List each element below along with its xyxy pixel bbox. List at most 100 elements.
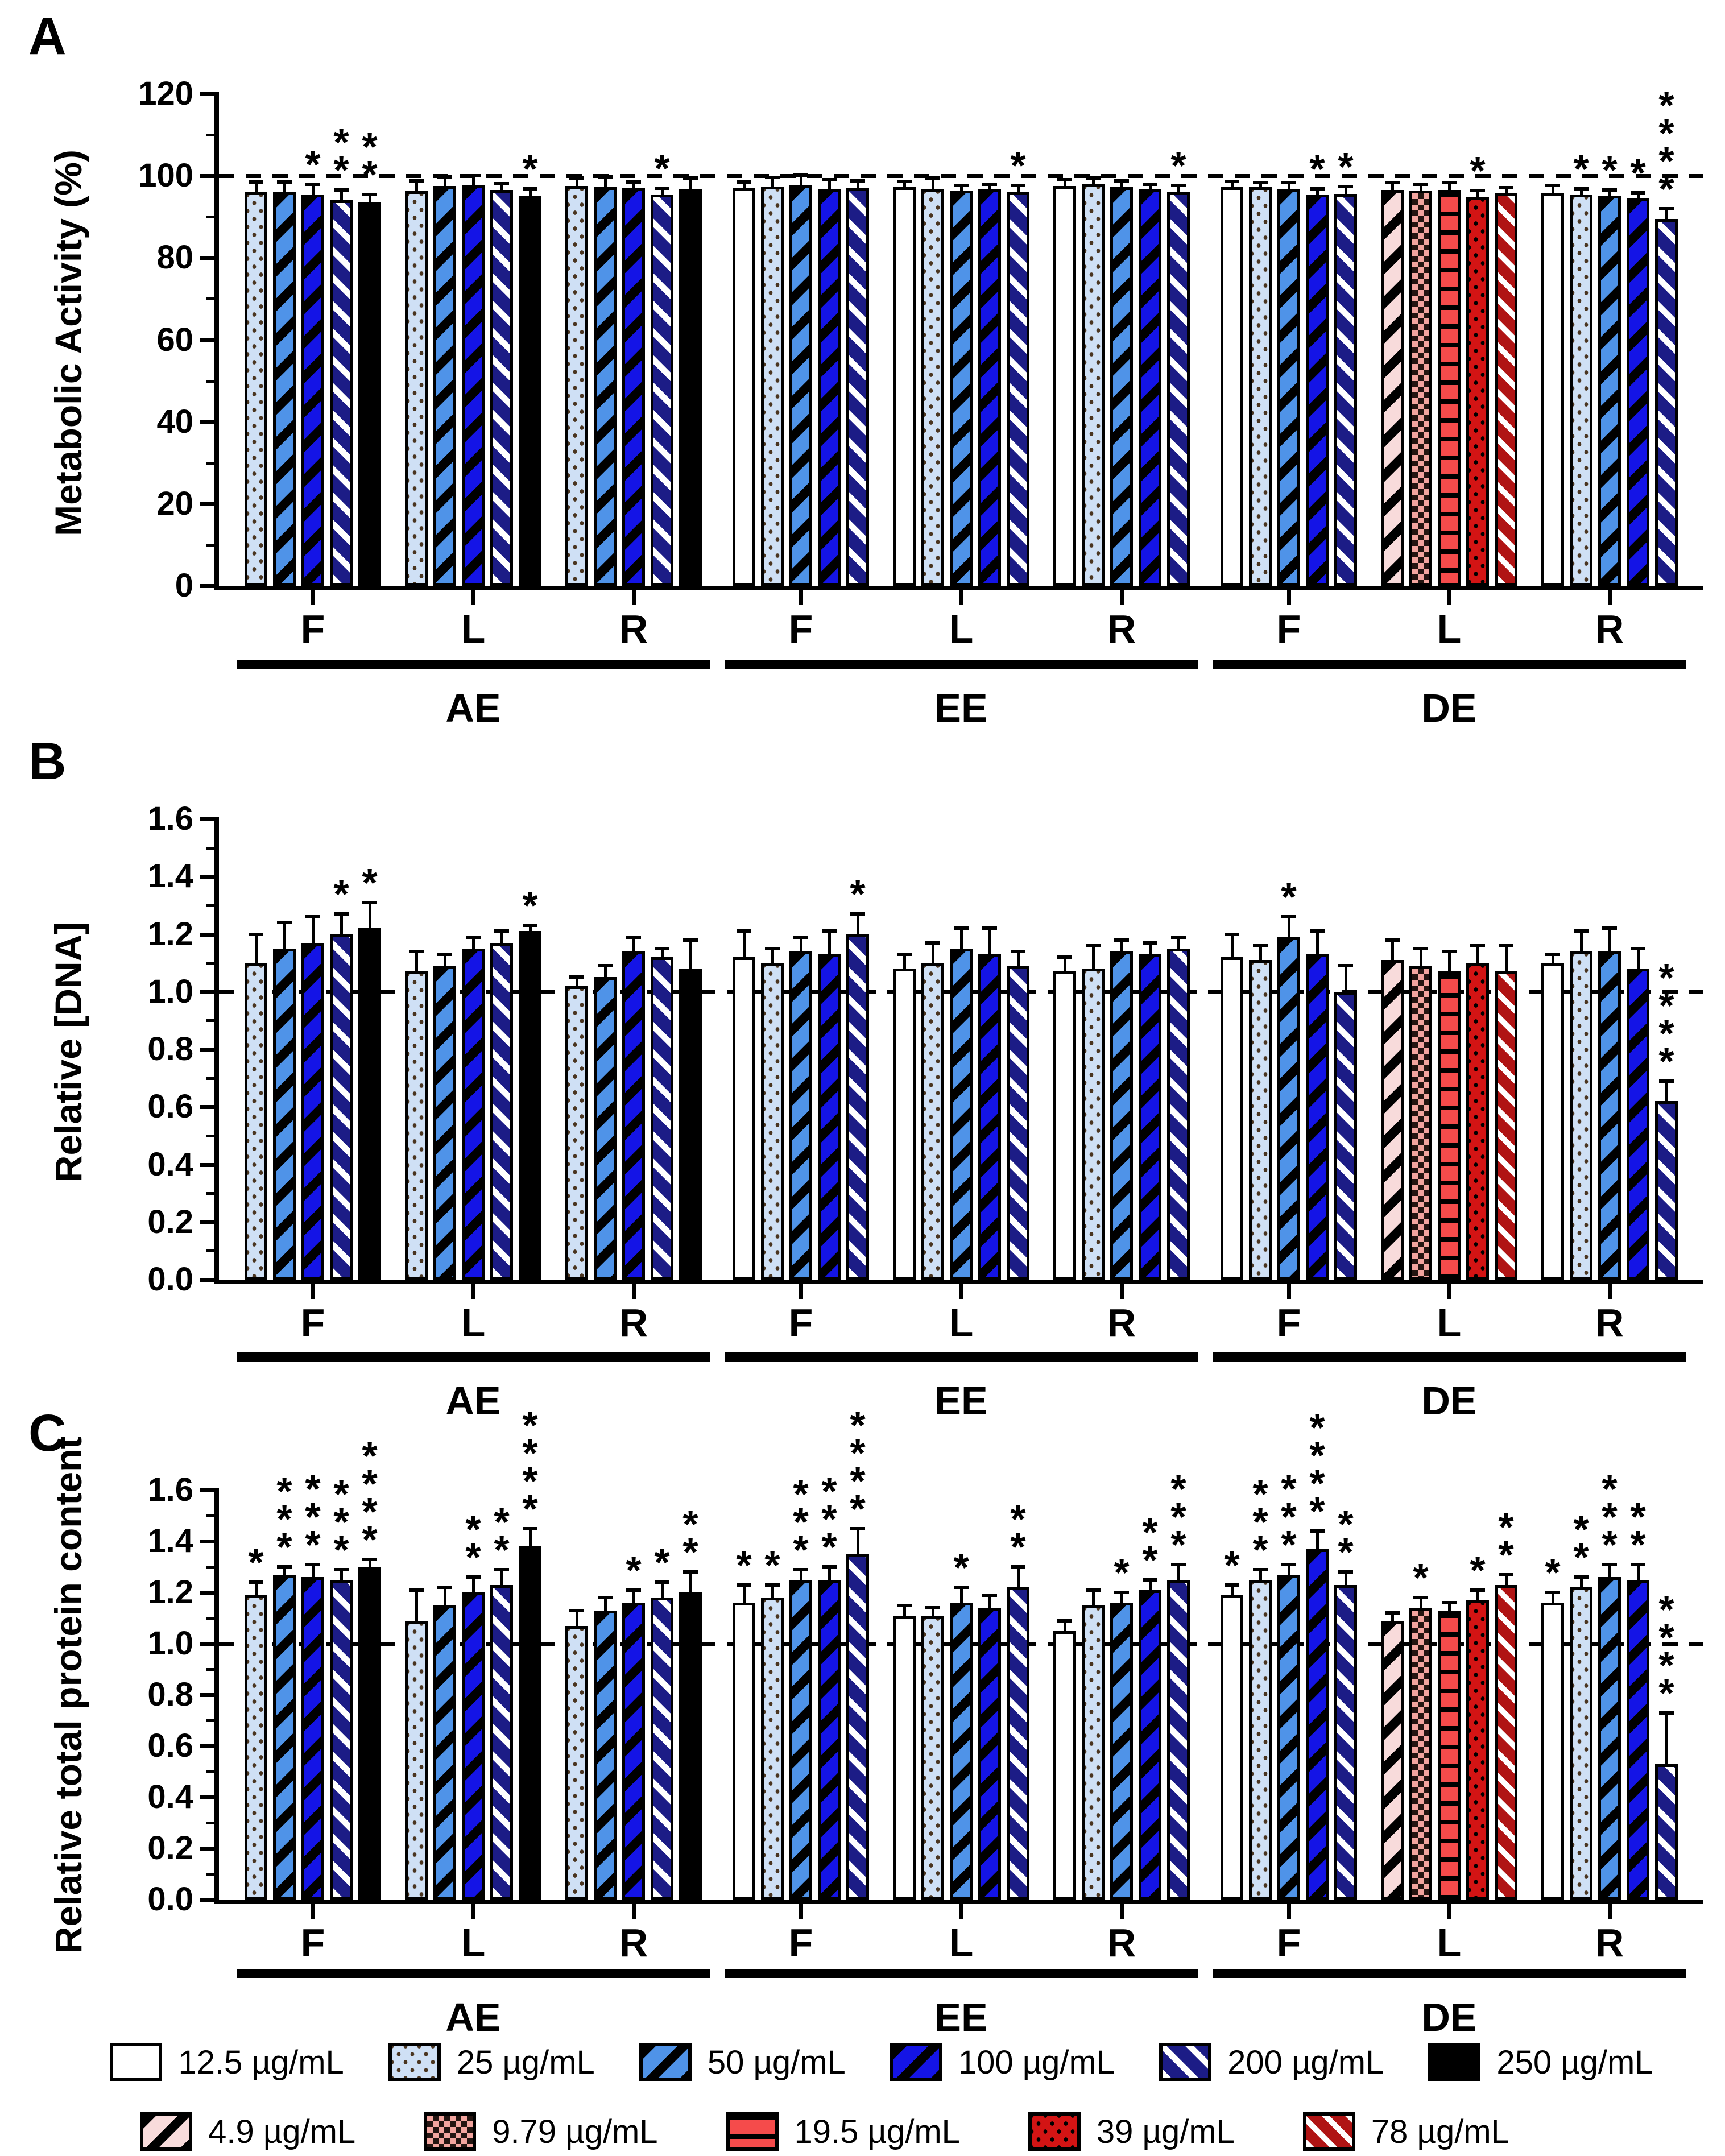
bar-B-AE-R-100	[622, 951, 645, 1280]
bar-A-AE-L-200	[490, 189, 513, 586]
bar-B-AE-F-100	[301, 942, 324, 1280]
bar-A-EE-F-100	[818, 189, 841, 586]
group-underline	[725, 1352, 1198, 1362]
bar-C-AE-L-100	[462, 1592, 485, 1900]
error-bar	[1551, 1592, 1554, 1604]
error-bar	[1665, 208, 1668, 221]
sig-stars: * * *	[809, 1471, 849, 1569]
error-bar-cap	[1011, 1565, 1025, 1569]
x-subgroup-tick	[959, 1284, 963, 1299]
bar-B-EE-L-50	[950, 948, 973, 1280]
bar-C-EE-L-100	[978, 1608, 1001, 1900]
x-subgroup-tick	[471, 590, 475, 605]
star-icon: *	[362, 152, 378, 197]
legend-swatch-icon	[1302, 2112, 1355, 2151]
error-bar	[340, 1569, 343, 1582]
error-bar-cap	[598, 964, 613, 968]
bar-B-EE-F-200	[846, 934, 869, 1280]
x-subgroup-tick	[311, 590, 315, 605]
x-subgroup-tick	[631, 1904, 636, 1919]
bar-A-AE-L-25	[405, 191, 428, 586]
error-bar-cap	[1545, 1591, 1560, 1594]
error-bar	[1259, 945, 1262, 962]
error-bar	[632, 937, 635, 953]
error-bar	[828, 931, 831, 956]
error-bar	[1259, 1569, 1262, 1582]
error-bar	[603, 966, 607, 979]
error-bar	[1148, 1579, 1152, 1592]
error-bar	[1287, 917, 1290, 939]
bar-B-AE-L-50	[433, 966, 456, 1280]
bar-C-DE-L-78	[1495, 1584, 1517, 1900]
sig-stars: * *	[482, 1502, 522, 1570]
bar-A-AE-R-100	[622, 188, 645, 586]
error-bar-cap	[249, 932, 263, 936]
sig-stars: *	[1533, 1553, 1573, 1592]
error-bar-cap	[1310, 187, 1325, 191]
error-bar	[1091, 178, 1095, 187]
error-bar-cap	[1310, 1529, 1325, 1533]
bar-C-DE-F-12.5	[1221, 1595, 1243, 1900]
sig-stars: *	[1561, 149, 1601, 189]
group-label: DE	[1421, 1379, 1477, 1423]
error-bar-cap	[1602, 188, 1617, 192]
error-bar-cap	[409, 1588, 424, 1592]
y-tick-label: 80	[156, 239, 193, 276]
star-icon: *	[1630, 151, 1646, 196]
star-icon: *	[1573, 1507, 1589, 1551]
y-tick-label: 120	[138, 75, 193, 112]
bar-B-AE-L-100	[462, 948, 485, 1280]
y-tick-major	[200, 256, 214, 260]
legend-item-4.9: 4.9 µg/mL	[140, 2112, 355, 2151]
error-bar-cap	[1545, 183, 1560, 187]
error-bar	[471, 176, 475, 187]
error-bar-cap	[1602, 1562, 1617, 1566]
x-subgroup-tick	[1286, 1904, 1291, 1919]
error-bar	[283, 181, 286, 194]
legend-swatch-icon	[388, 2043, 441, 2081]
x-subgroup-tick	[1286, 590, 1291, 605]
x-subgroup-tick	[1119, 1284, 1124, 1299]
star-icon: *	[1338, 1502, 1354, 1546]
star-icon: *	[850, 1402, 866, 1447]
y-tick-label: 1.2	[147, 1574, 193, 1611]
bar-A-EE-R-50	[1110, 187, 1133, 586]
star-icon: *	[821, 1525, 837, 1569]
error-bar-cap	[249, 180, 263, 184]
error-bar-cap	[1114, 1591, 1129, 1594]
x-subgroup-tick	[311, 1284, 315, 1299]
y-tick-label: 0.6	[147, 1727, 193, 1764]
error-bar-cap	[1385, 180, 1400, 184]
error-bar	[1287, 1564, 1290, 1576]
error-bar	[283, 1567, 286, 1576]
bar-B-DE-R-12.5	[1541, 963, 1564, 1280]
error-bar	[1148, 184, 1152, 191]
bar-A-DE-R-50	[1598, 196, 1621, 586]
error-bar-cap	[598, 1596, 613, 1599]
bar-B-DE-F-50	[1277, 937, 1300, 1280]
error-bar	[1063, 957, 1066, 974]
error-bar-cap	[1470, 943, 1485, 947]
star-icon: *	[1252, 1527, 1268, 1572]
error-bar	[1091, 1590, 1095, 1607]
y-tick-major	[200, 1795, 214, 1799]
sig-stars: * *	[321, 122, 361, 190]
bar-A-EE-L-50	[950, 191, 973, 586]
star-icon: *	[1470, 148, 1486, 193]
x-subgroup-tick	[1607, 590, 1612, 605]
sig-stars: *	[838, 874, 878, 914]
bar-C-AE-R-25	[565, 1625, 588, 1900]
bar-C-EE-F-25	[761, 1598, 784, 1900]
error-bar	[1177, 1564, 1180, 1582]
bar-B-DE-L-9.79	[1409, 966, 1432, 1280]
y-tick-minor	[206, 962, 214, 965]
sig-stars: *	[1102, 1553, 1141, 1592]
bar-C-DE-F-200	[1334, 1584, 1357, 1900]
error-bar-cap	[925, 941, 940, 945]
bar-A-AE-L-100	[462, 185, 485, 586]
x-subgroup-label: R	[1107, 1301, 1136, 1345]
error-bar	[1419, 184, 1422, 193]
y-tick-minor	[206, 1873, 214, 1876]
error-bar	[988, 1595, 991, 1609]
